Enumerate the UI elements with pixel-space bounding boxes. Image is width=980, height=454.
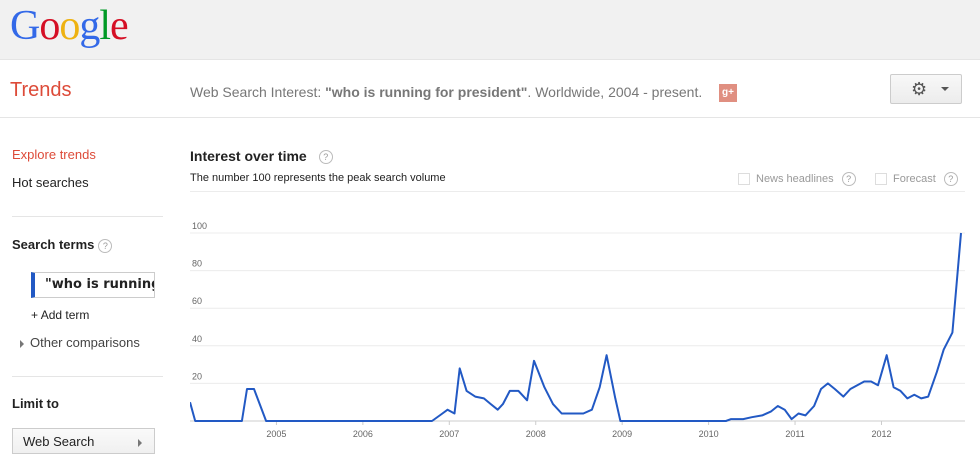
checkbox[interactable]: [738, 173, 750, 185]
x-tick-label: 2005: [266, 429, 286, 439]
sidebar-item-hot-searches[interactable]: Hot searches: [12, 175, 89, 190]
logo-letter: g: [79, 3, 100, 49]
search-type-select[interactable]: Web Search: [12, 428, 155, 454]
checkbox[interactable]: [875, 173, 887, 185]
add-term-button[interactable]: + Add term: [31, 308, 90, 322]
logo-letter: o: [39, 3, 60, 49]
x-tick-label: 2006: [353, 429, 373, 439]
other-comparisons-toggle[interactable]: Other comparisons: [20, 335, 140, 350]
chevron-down-icon: [941, 87, 949, 91]
chart-subtitle: The number 100 represents the peak searc…: [190, 172, 446, 184]
x-tick-label: 2011: [785, 429, 804, 439]
help-icon[interactable]: ?: [318, 150, 333, 165]
x-tick-label: 2010: [699, 429, 719, 439]
search-summary: Web Search Interest: "who is running for…: [190, 84, 703, 100]
divider: [12, 216, 163, 217]
forecast-toggle[interactable]: Forecast?: [875, 172, 958, 186]
y-tick-label: 20: [192, 371, 202, 381]
chevron-right-icon: [20, 339, 24, 348]
x-tick-label: 2008: [526, 429, 546, 439]
logo-letter: o: [59, 3, 80, 49]
y-tick-label: 80: [192, 259, 202, 269]
main-panel: Interest over time? The number 100 repre…: [190, 119, 980, 444]
x-tick-label: 2007: [439, 429, 459, 439]
sidebar-item-explore-trends[interactable]: Explore trends: [12, 147, 96, 162]
sidebar: Explore trends Hot searches Search terms…: [0, 119, 163, 454]
settings-button[interactable]: ⚙: [890, 74, 962, 104]
google-plus-share-button[interactable]: g+: [719, 84, 737, 102]
limit-to-title: Limit to: [12, 396, 59, 411]
help-icon[interactable]: ?: [841, 172, 856, 186]
interest-over-time-chart: 20 40 60 80 100 2005 2006 2007 2008 2009 2010 2011 2…: [190, 221, 965, 439]
search-terms-title: Search terms?: [12, 237, 113, 253]
gear-icon: ⚙: [911, 79, 928, 99]
series-line: [190, 232, 962, 422]
logo-letter: G: [10, 3, 40, 49]
y-tick-label: 100: [192, 221, 207, 231]
page-header: Trends Web Search Interest: "who is runn…: [0, 60, 980, 118]
trends-title[interactable]: Trends: [10, 79, 72, 101]
x-tick-label: 2009: [612, 429, 632, 439]
chart-title: Interest over time?: [190, 148, 333, 165]
help-icon[interactable]: ?: [943, 172, 958, 186]
logo-letter: l: [99, 3, 111, 49]
chevron-right-icon: [138, 439, 142, 447]
logo-letter: e: [110, 3, 129, 49]
y-tick-label: 40: [192, 334, 202, 344]
news-headlines-toggle[interactable]: News headlines?: [738, 172, 856, 186]
y-tick-label: 60: [192, 296, 202, 306]
divider: [12, 376, 163, 377]
top-bar: Google: [0, 0, 980, 60]
search-term-input[interactable]: "who is running for president": [31, 272, 155, 298]
plus-icon: +: [31, 308, 41, 322]
help-icon[interactable]: ?: [98, 238, 113, 253]
google-logo[interactable]: Google: [10, 2, 129, 50]
divider: [190, 191, 965, 192]
x-tick-label: 2012: [871, 429, 891, 439]
